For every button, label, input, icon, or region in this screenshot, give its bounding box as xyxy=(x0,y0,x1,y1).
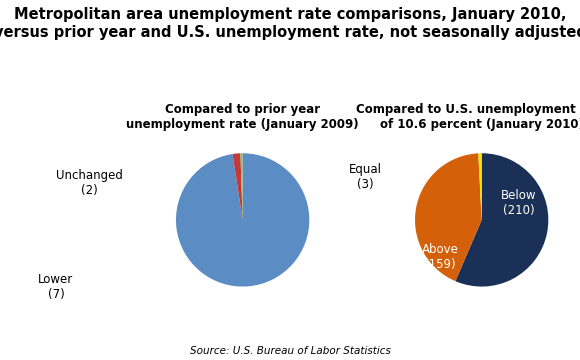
Text: Lower
(7): Lower (7) xyxy=(38,273,74,301)
Title: Compared to U.S. unemployment rate
of 10.6 percent (January 2010): Compared to U.S. unemployment rate of 10… xyxy=(356,103,580,131)
Wedge shape xyxy=(478,153,481,220)
Wedge shape xyxy=(415,153,481,281)
Text: Metropolitan area unemployment rate comparisons, January 2010,
versus prior year: Metropolitan area unemployment rate comp… xyxy=(0,7,580,40)
Text: Equal
(3): Equal (3) xyxy=(349,163,382,190)
Wedge shape xyxy=(455,153,548,287)
Wedge shape xyxy=(240,153,242,220)
Wedge shape xyxy=(233,153,242,220)
Text: Source: U.S. Bureau of Labor Statistics: Source: U.S. Bureau of Labor Statistics xyxy=(190,346,390,356)
Text: Above
(159): Above (159) xyxy=(422,243,458,271)
Text: Higher
(363): Higher (363) xyxy=(176,306,216,334)
Text: Unchanged
(2): Unchanged (2) xyxy=(56,169,123,197)
Title: Compared to prior year
unemployment rate (January 2009): Compared to prior year unemployment rate… xyxy=(126,103,359,131)
Wedge shape xyxy=(176,153,309,287)
Text: Below
(210): Below (210) xyxy=(501,189,536,217)
